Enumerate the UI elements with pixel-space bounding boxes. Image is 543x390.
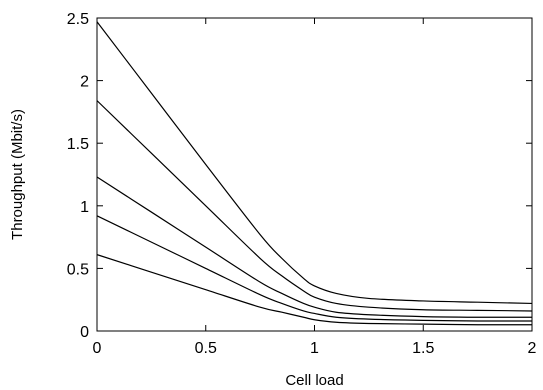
y-tick-label: 1 [80,199,89,216]
y-tick-label: 2.5 [67,11,89,28]
x-tick-label: 1.5 [412,340,434,357]
y-tick-label: 1.5 [67,136,89,153]
series-line-3 [96,176,533,318]
series-line-5 [96,254,533,326]
y-tick-label: 0.5 [67,261,89,278]
series-line-1 [96,21,533,305]
series-line-4 [96,215,533,322]
x-tick-label: 0 [93,340,102,357]
ticks-layer: 0 0.5 1 1.5 2 0 0.5 1 1.5 2 2.5 [67,11,537,357]
y-axis-label: Throughput (Mbit/s) [9,109,26,240]
y-tick-label: 2 [80,74,89,91]
x-tick-label: 0.5 [195,340,217,357]
x-tick-label: 1 [310,340,319,357]
x-axis-label: Cell load [285,372,343,389]
series-layer [96,21,533,326]
plot-frame [96,17,533,332]
x-tick-label: 2 [528,340,537,357]
y-tick-label: 0 [80,324,89,341]
series-line-2 [96,100,533,312]
